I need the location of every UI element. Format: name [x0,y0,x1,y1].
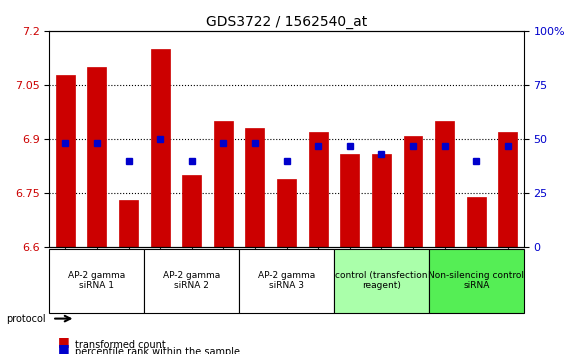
Bar [151,49,169,247]
Text: ■: ■ [58,335,70,348]
FancyBboxPatch shape [334,249,429,313]
FancyBboxPatch shape [429,249,524,313]
Bar [404,136,422,247]
Text: ■: ■ [58,342,70,354]
Text: AP-2 gamma
siRNA 2: AP-2 gamma siRNA 2 [163,271,220,290]
FancyBboxPatch shape [239,249,334,313]
Text: Non-silencing control
siRNA: Non-silencing control siRNA [428,271,524,290]
Bar [182,175,201,247]
Bar [435,121,454,247]
FancyBboxPatch shape [49,249,144,313]
Bar [214,121,233,247]
Text: protocol: protocol [6,314,45,324]
Bar [245,129,264,247]
Bar [467,196,485,247]
Bar [56,74,75,247]
Text: AP-2 gamma
siRNA 3: AP-2 gamma siRNA 3 [258,271,315,290]
Bar [88,67,106,247]
Bar [372,154,391,247]
FancyBboxPatch shape [144,249,239,313]
Text: control (transfection
reagent): control (transfection reagent) [335,271,427,290]
Bar [340,154,359,247]
Text: percentile rank within the sample: percentile rank within the sample [75,347,240,354]
Bar [498,132,517,247]
Bar [277,179,296,247]
Bar [309,132,328,247]
Text: AP-2 gamma
siRNA 1: AP-2 gamma siRNA 1 [68,271,125,290]
Title: GDS3722 / 1562540_at: GDS3722 / 1562540_at [206,15,367,29]
Bar [119,200,138,247]
Text: transformed count: transformed count [75,340,166,350]
